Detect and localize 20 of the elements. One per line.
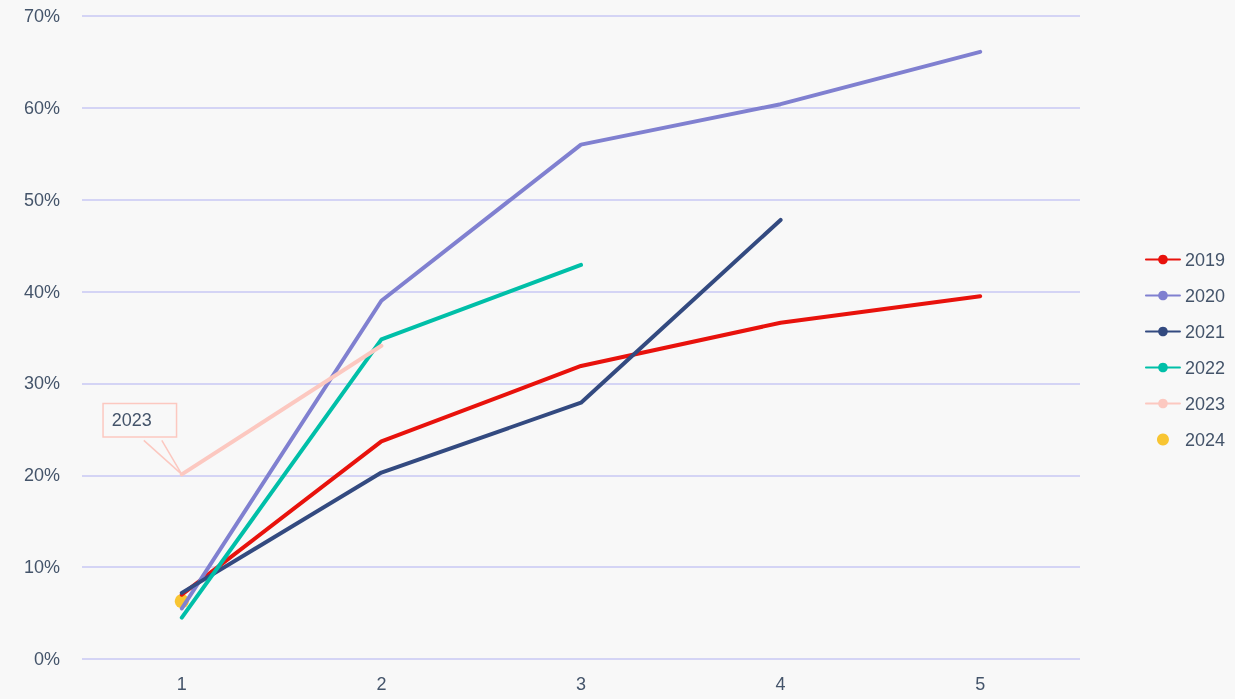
x-tick-label: 1 (176, 674, 187, 694)
annotation: 2023 (111, 410, 152, 431)
y-tick-label: 20% (23, 465, 60, 486)
x-tick-label: 5 (975, 674, 986, 694)
y-tick-label: 70% (23, 6, 60, 26)
y-tick-label: 40% (23, 281, 60, 302)
legend-label: 2021 (1184, 321, 1225, 342)
legend-label: 2020 (1184, 285, 1225, 306)
x-tick-label: 2 (376, 674, 387, 694)
legend-label: 2023 (1184, 393, 1225, 414)
y-tick-label: 10% (23, 557, 60, 578)
y-tick-label: 0% (33, 649, 60, 669)
legend-label: 2022 (1184, 357, 1225, 378)
y-tick-label: 30% (23, 373, 60, 394)
y-tick-label: 60% (23, 97, 60, 118)
y-tick-label: 50% (23, 189, 60, 210)
legend-label: 2019 (1184, 249, 1225, 270)
x-tick-label: 4 (775, 674, 786, 694)
legend-label: 2024 (1184, 429, 1225, 450)
x-tick-label: 3 (575, 674, 587, 694)
